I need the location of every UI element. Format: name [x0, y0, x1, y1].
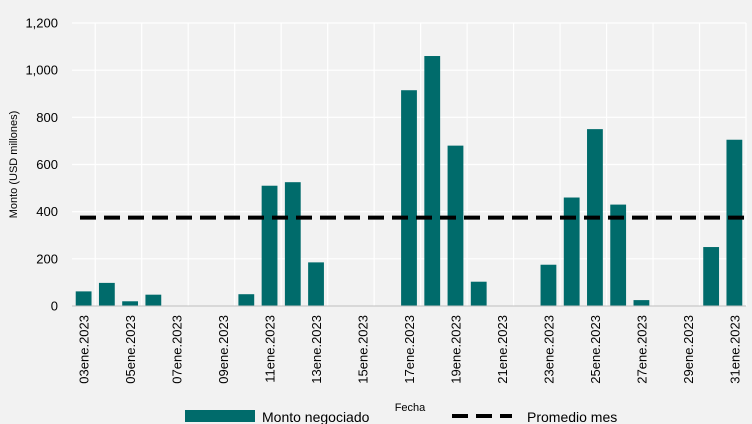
bars-group [75, 56, 743, 307]
x-tick-label: 17ene.2023 [402, 315, 417, 384]
y-axis-label: Monto (USD millones) [8, 111, 20, 219]
legend-bar-swatch [185, 410, 255, 422]
legend-line-label: Promedio mes [527, 409, 617, 424]
y-tick-label: 1,000 [25, 63, 58, 78]
bar [145, 294, 162, 306]
y-axis-ticks: 0 200 400 600 800 1,000 1,200 [25, 16, 58, 314]
x-tick-label: 05ene.2023 [123, 315, 138, 384]
gridlines [72, 22, 747, 306]
y-tick-label: 200 [36, 251, 58, 266]
x-tick-label: 19ene.2023 [448, 315, 463, 384]
bar [401, 90, 417, 307]
bar [563, 197, 580, 306]
x-tick-label: 15ene.2023 [356, 315, 371, 384]
y-tick-label: 600 [36, 157, 58, 172]
bar [424, 56, 441, 307]
bar [122, 301, 139, 306]
bar [284, 182, 301, 306]
bar [308, 262, 324, 306]
legend-bar-label: Monto negociado [262, 409, 370, 424]
y-tick-label: 800 [36, 110, 58, 125]
bar [703, 247, 720, 306]
x-tick-label: 07ene.2023 [170, 315, 185, 384]
x-tick-label: 11ene.2023 [263, 315, 278, 383]
x-axis-label: Fecha [395, 402, 426, 414]
x-tick-label: 25ene.2023 [588, 315, 603, 384]
x-tick-label: 23ene.2023 [541, 315, 556, 384]
bar [470, 281, 487, 306]
x-tick-label: 09ene.2023 [216, 315, 231, 384]
x-tick-label: 31ene.2023 [727, 315, 742, 384]
bar [261, 185, 278, 306]
x-tick-label: 29ene.2023 [681, 315, 696, 384]
x-tick-label: 21ene.2023 [495, 315, 510, 384]
x-axis-ticks: 03ene.2023 05ene.2023 07ene.2023 09ene.2023… [77, 315, 743, 384]
bar [726, 139, 743, 306]
bar [75, 291, 92, 306]
y-tick-label: 400 [36, 204, 58, 219]
bar [98, 282, 115, 306]
y-tick-label: 0 [51, 299, 58, 314]
bar [238, 294, 255, 306]
bar [540, 264, 557, 306]
legend: Monto negociado Promedio mes [185, 409, 617, 424]
x-tick-label: 13ene.2023 [309, 315, 324, 384]
x-tick-label: 03ene.2023 [77, 315, 92, 384]
x-tick-label: 27ene.2023 [634, 315, 649, 384]
bar [447, 145, 464, 306]
bar [610, 204, 627, 306]
bar [633, 300, 650, 306]
y-tick-label: 1,200 [25, 16, 58, 31]
